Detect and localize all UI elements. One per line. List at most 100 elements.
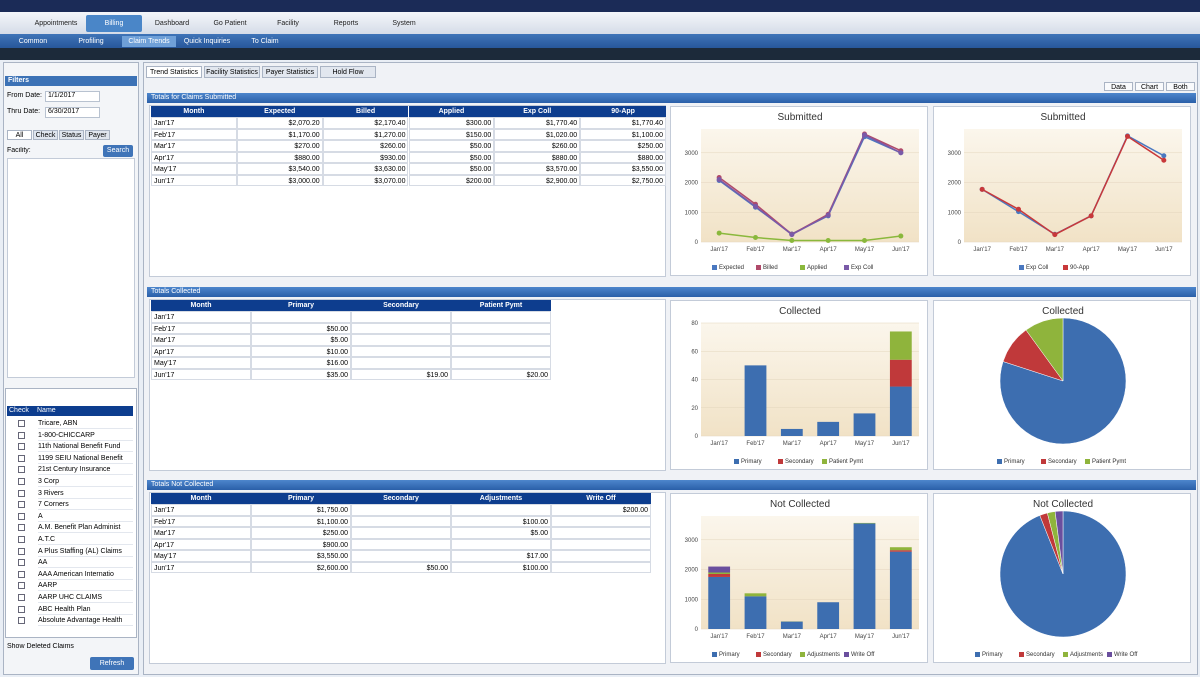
checkbox[interactable] (18, 617, 25, 625)
menu-item[interactable]: Dashboard (154, 20, 190, 27)
toolbar-button[interactable]: Both (1166, 82, 1195, 91)
checkbox[interactable] (18, 420, 25, 427)
toolbar-button[interactable]: Data (1104, 82, 1133, 91)
payer-name[interactable]: 1-800-CHICCARP (38, 431, 133, 441)
menu-item[interactable]: Reports (333, 20, 359, 27)
submenu-item[interactable]: Claim Trends (122, 36, 176, 47)
checkbox[interactable] (18, 605, 25, 613)
checkbox[interactable] (18, 582, 25, 590)
checkbox[interactable] (18, 454, 25, 462)
table-cell: Feb'17 (151, 128, 237, 140)
menu-item[interactable]: System (392, 20, 416, 27)
legend-label: Applied (807, 265, 827, 271)
payer-name[interactable]: A.T.C (38, 535, 133, 545)
table-cell (551, 561, 651, 573)
tab[interactable]: Trend Statistics (146, 66, 202, 78)
checkbox[interactable] (18, 431, 25, 439)
tree-box (7, 158, 135, 378)
table-header-cell: Billed (322, 106, 409, 117)
submenu-item[interactable]: Common (18, 38, 48, 45)
filter-tab[interactable]: Payer (85, 130, 110, 140)
table-cell: $880.00 (236, 151, 323, 163)
point (862, 132, 867, 138)
menu-bar (0, 12, 1200, 34)
checkbox[interactable] (18, 559, 25, 567)
payer-name[interactable]: AARP UHC CLAIMS (38, 593, 133, 603)
table-header-cell: 90-App (580, 106, 666, 117)
payer-name[interactable]: A.M. Benefit Plan Administ (38, 523, 133, 534)
submenu-item[interactable]: Profiling (78, 38, 104, 45)
table-cell (551, 538, 651, 550)
payer-name[interactable]: 3 Rivers (38, 489, 133, 499)
submenu-item[interactable]: To Claim (251, 38, 279, 45)
checkbox[interactable] (18, 594, 25, 601)
bar-segment (708, 566, 731, 573)
legend-swatch (975, 652, 980, 657)
legend-swatch (712, 265, 717, 270)
menu-item[interactable]: Facility (277, 20, 299, 27)
y-tick-label: 1000 (685, 597, 699, 603)
payer-name[interactable]: AARP (38, 581, 133, 592)
date-input[interactable]: 6/30/2017 (45, 107, 100, 118)
payer-name[interactable]: 1199 SEIU National Benefit (38, 454, 133, 464)
legend-label: Secondary (785, 459, 814, 465)
payer-name[interactable]: 11th National Benefit Fund (38, 442, 133, 453)
payer-name[interactable]: A (38, 512, 133, 522)
checkbox[interactable] (18, 478, 25, 485)
date-input[interactable]: 1/1/2017 (45, 91, 100, 102)
table-cell (551, 550, 651, 562)
menu-item[interactable]: Appointments (34, 20, 78, 27)
legend-label: Exp Coll (851, 265, 873, 271)
submenu-item[interactable]: Quick Inquiries (183, 38, 231, 45)
payer-name[interactable]: AA (38, 558, 133, 569)
table-cell: $5.00 (451, 527, 551, 539)
payer-name[interactable]: ABC Health Plan (38, 605, 133, 615)
table-cell: $880.00 (580, 151, 666, 163)
checkbox[interactable] (18, 524, 25, 532)
table-cell: May'17 (151, 163, 237, 175)
filter-tab[interactable]: Check (33, 130, 58, 140)
checkbox[interactable] (18, 501, 25, 509)
label: Show Deleted Claims (7, 643, 74, 650)
checkbox[interactable] (18, 512, 25, 520)
table-header-cell: Month (151, 300, 251, 311)
payer-name[interactable]: 3 Corp (38, 477, 133, 487)
tab[interactable]: Payer Statistics (262, 66, 318, 78)
refresh-button[interactable]: Refresh (90, 657, 134, 670)
payer-name[interactable]: Tricare, ABN (38, 419, 133, 429)
table-cell: $1,100.00 (251, 515, 351, 527)
checkbox[interactable] (18, 547, 25, 555)
payer-name[interactable]: 7 Corners (38, 500, 133, 511)
table-cell: $50.00 (408, 151, 495, 163)
search-button[interactable]: Search (103, 145, 133, 157)
menu-item[interactable]: Go Patient (213, 20, 247, 27)
table-header-cell: Exp Coll (494, 106, 581, 117)
checkbox[interactable] (18, 443, 25, 451)
toolbar-button[interactable]: Chart (1135, 82, 1164, 91)
x-tick-label: Mar'17 (783, 634, 802, 640)
table-cell: $1,270.00 (322, 128, 409, 140)
chart-title: Collected (1042, 306, 1084, 317)
filter-tab[interactable]: Status (59, 130, 84, 140)
checkbox[interactable] (18, 536, 25, 543)
payer-name[interactable]: AAA American Internatio (38, 570, 133, 580)
menu-item[interactable]: Billing (86, 15, 142, 32)
tab[interactable]: Facility Statistics (204, 66, 260, 78)
y-tick-label: 0 (695, 240, 699, 246)
filter-tab[interactable]: All (7, 130, 32, 140)
tab[interactable]: Hold Flow (320, 66, 376, 78)
table-cell (351, 538, 451, 550)
payer-name[interactable]: 21st Century Insurance (38, 465, 133, 476)
checkbox[interactable] (18, 489, 25, 497)
payer-name[interactable]: Absolute Advantage Health (38, 616, 133, 627)
table-cell (351, 550, 451, 562)
bar-segment (853, 523, 876, 629)
checkbox[interactable] (18, 570, 25, 578)
chart: Not Collected 0 1000 2000 3000 Jan'17 Feb'17 Ma… (685, 499, 919, 658)
legend-swatch (1063, 652, 1068, 657)
x-tick-label: Feb'17 (1009, 247, 1028, 253)
payer-name[interactable]: A Plus Staffing (AL) Claims (38, 547, 133, 557)
table-cell: Jun'17 (151, 174, 237, 186)
checkbox[interactable] (18, 466, 25, 474)
line-series (981, 135, 1165, 236)
